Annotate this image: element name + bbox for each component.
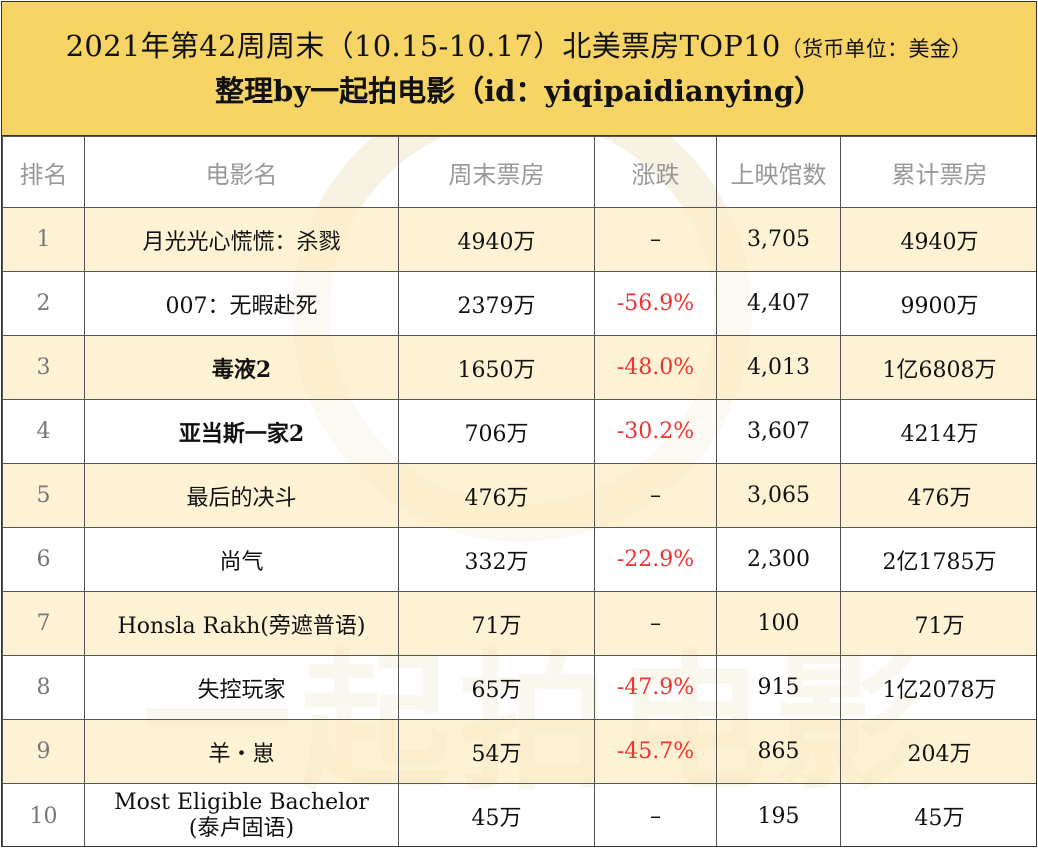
weekend-gross: 706万 bbox=[398, 399, 595, 464]
theaters: 915 bbox=[716, 655, 841, 720]
table-row: 3 毒液2 1650万 -48.0% 4,013 1亿6808万 bbox=[2, 335, 1036, 400]
weekend-gross: 71万 bbox=[398, 591, 595, 656]
total-gross: 1亿6808万 bbox=[840, 335, 1036, 400]
rank: 3 bbox=[2, 335, 85, 400]
theaters: 4,407 bbox=[716, 271, 841, 336]
rank: 7 bbox=[2, 591, 85, 656]
table-row: 9 羊・崽 54万 -45.7% 865 204万 bbox=[2, 719, 1036, 784]
weekend-gross: 1650万 bbox=[398, 335, 595, 400]
header-row: 排名 电影名 周末票房 涨跌 上映馆数 累计票房 bbox=[2, 136, 1036, 208]
title-line1: 2021年第42周周末（10.15-10.17）北美票房TOP10（货币单位：美… bbox=[66, 25, 973, 70]
change: – bbox=[594, 207, 717, 272]
total-gross: 476万 bbox=[840, 463, 1036, 528]
title-main: 2021年第42周周末（10.15-10.17）北美票房TOP10 bbox=[65, 29, 781, 63]
col-theaters: 上映馆数 bbox=[716, 136, 841, 208]
col-rank: 排名 bbox=[2, 136, 85, 208]
rank: 2 bbox=[2, 271, 85, 336]
change: -56.9% bbox=[594, 271, 717, 336]
total-gross: 1亿2078万 bbox=[840, 655, 1036, 720]
movie-name: 毒液2 bbox=[84, 335, 399, 400]
theaters: 195 bbox=[716, 783, 841, 846]
weekend-gross: 2379万 bbox=[398, 271, 595, 336]
rank: 10 bbox=[2, 783, 85, 846]
rank: 1 bbox=[2, 207, 85, 272]
change: -30.2% bbox=[594, 399, 717, 464]
change: -47.9% bbox=[594, 655, 717, 720]
table-row: 8 失控玩家 65万 -47.9% 915 1亿2078万 bbox=[2, 655, 1036, 720]
weekend-gross: 332万 bbox=[398, 527, 595, 592]
col-total-gross: 累计票房 bbox=[840, 136, 1036, 208]
theaters: 865 bbox=[716, 719, 841, 784]
change: – bbox=[594, 591, 717, 656]
title-credit: 整理by一起拍电影（id：yiqipaidianying） bbox=[214, 74, 824, 108]
movie-name: 失控玩家 bbox=[84, 655, 399, 720]
table-row: 5 最后的决斗 476万 – 3,065 476万 bbox=[2, 463, 1036, 528]
change: -22.9% bbox=[594, 527, 717, 592]
movie-name: Honsla Rakh(旁遮普语) bbox=[84, 591, 399, 656]
table-row: 7 Honsla Rakh(旁遮普语) 71万 – 100 71万 bbox=[2, 591, 1036, 656]
change: – bbox=[594, 463, 717, 528]
theaters: 4,013 bbox=[716, 335, 841, 400]
rank: 6 bbox=[2, 527, 85, 592]
currency-unit: （货币单位：美金） bbox=[780, 37, 973, 61]
total-gross: 204万 bbox=[840, 719, 1036, 784]
movie-name: 月光光心慌慌：杀戮 bbox=[84, 207, 399, 272]
weekend-gross: 4940万 bbox=[398, 207, 595, 272]
theaters: 2,300 bbox=[716, 527, 841, 592]
total-gross: 71万 bbox=[840, 591, 1036, 656]
table-row: 2 007：无暇赴死 2379万 -56.9% 4,407 9900万 bbox=[2, 271, 1036, 336]
movie-name: 007：无暇赴死 bbox=[84, 271, 399, 336]
table-row: 1 月光光心慌慌：杀戮 4940万 – 3,705 4940万 bbox=[2, 207, 1036, 272]
weekend-gross: 54万 bbox=[398, 719, 595, 784]
movie-name-line2: (泰卢固语) bbox=[188, 816, 295, 841]
weekend-gross: 65万 bbox=[398, 655, 595, 720]
movie-name-line1: Most Eligible Bachelor bbox=[114, 790, 369, 815]
box-office-table: 排名 电影名 周末票房 涨跌 上映馆数 累计票房 1 月光光心慌慌：杀戮 494… bbox=[2, 136, 1036, 846]
movie-name: 羊・崽 bbox=[84, 719, 399, 784]
table-row: 6 尚气 332万 -22.9% 2,300 2亿1785万 bbox=[2, 527, 1036, 592]
total-gross: 4214万 bbox=[840, 399, 1036, 464]
col-weekend-gross: 周末票房 bbox=[398, 136, 595, 208]
theaters: 3,065 bbox=[716, 463, 841, 528]
movie-name: 尚气 bbox=[84, 527, 399, 592]
total-gross: 45万 bbox=[840, 783, 1036, 846]
change: -45.7% bbox=[594, 719, 717, 784]
col-change: 涨跌 bbox=[594, 136, 717, 208]
col-title: 电影名 bbox=[84, 136, 399, 208]
theaters: 3,607 bbox=[716, 399, 841, 464]
theaters: 100 bbox=[716, 591, 841, 656]
weekend-gross: 45万 bbox=[398, 783, 595, 846]
total-gross: 2亿1785万 bbox=[840, 527, 1036, 592]
title-banner: 2021年第42周周末（10.15-10.17）北美票房TOP10（货币单位：美… bbox=[2, 2, 1036, 136]
rank: 4 bbox=[2, 399, 85, 464]
rank: 5 bbox=[2, 463, 85, 528]
total-gross: 4940万 bbox=[840, 207, 1036, 272]
movie-name: 最后的决斗 bbox=[84, 463, 399, 528]
rank: 9 bbox=[2, 719, 85, 784]
table-row: 10 Most Eligible Bachelor (泰卢固语) 45万 – 1… bbox=[2, 783, 1036, 846]
movie-name: Most Eligible Bachelor (泰卢固语) bbox=[84, 783, 399, 846]
movie-name: 亚当斯一家2 bbox=[84, 399, 399, 464]
title-line2: 整理by一起拍电影（id：yiqipaidianying） bbox=[215, 70, 823, 112]
weekend-gross: 476万 bbox=[398, 463, 595, 528]
change: -48.0% bbox=[594, 335, 717, 400]
table-row: 4 亚当斯一家2 706万 -30.2% 3,607 4214万 bbox=[2, 399, 1036, 464]
total-gross: 9900万 bbox=[840, 271, 1036, 336]
change: – bbox=[594, 783, 717, 846]
theaters: 3,705 bbox=[716, 207, 841, 272]
rank: 8 bbox=[2, 655, 85, 720]
